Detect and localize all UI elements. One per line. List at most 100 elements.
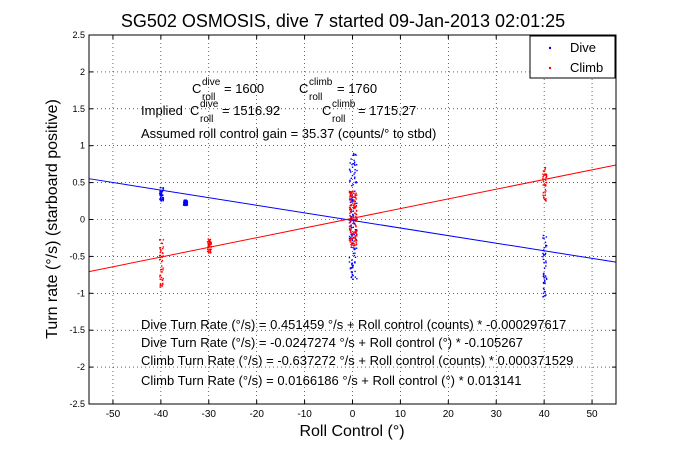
x-axis-label: Roll Control (°) (299, 423, 404, 440)
data-point (162, 247, 164, 250)
data-point (353, 218, 356, 221)
data-point (353, 202, 356, 204)
data-point (208, 240, 210, 242)
data-point (349, 162, 351, 164)
data-point (161, 198, 164, 201)
data-point (545, 294, 547, 296)
data-point (161, 197, 164, 199)
data-point (350, 204, 352, 206)
data-point (353, 254, 356, 257)
data-point (350, 232, 352, 234)
x-tick-label: 10 (395, 409, 407, 420)
data-point (545, 198, 547, 200)
data-point (355, 239, 358, 242)
data-point (355, 192, 357, 194)
data-point (349, 199, 351, 201)
data-point (354, 237, 356, 239)
data-point (209, 238, 212, 241)
data-point (349, 192, 351, 194)
data-point (349, 211, 352, 213)
data-point (354, 197, 357, 199)
data-point (545, 190, 547, 192)
data-point (352, 266, 354, 269)
data-point (353, 233, 355, 236)
data-point (208, 242, 211, 244)
y-tick-label: 1.5 (72, 104, 85, 114)
data-point (351, 192, 353, 195)
data-point (352, 222, 355, 225)
data-point (350, 276, 352, 279)
data-point (158, 255, 161, 257)
data-point (355, 247, 358, 249)
data-point (162, 199, 164, 202)
data-point (350, 209, 352, 211)
data-point (543, 184, 546, 186)
data-point (544, 279, 546, 282)
data-point (544, 295, 546, 297)
data-point (356, 202, 358, 204)
data-point (349, 169, 351, 172)
legend-box (529, 35, 616, 79)
data-point (354, 193, 356, 196)
data-point (349, 196, 351, 198)
data-point (162, 187, 164, 189)
data-point (354, 171, 356, 174)
x-tick-label: 50 (586, 409, 598, 420)
data-point (162, 277, 164, 280)
data-point (351, 201, 354, 203)
data-point (350, 226, 352, 228)
data-point (159, 239, 161, 241)
x-tick-label: -20 (249, 409, 264, 420)
data-point (206, 250, 209, 253)
data-point (542, 177, 544, 180)
data-point (354, 231, 356, 234)
y-tick-label: 2 (80, 67, 85, 77)
data-point (348, 191, 351, 194)
data-point (350, 198, 353, 201)
data-point (544, 185, 547, 187)
data-point (353, 161, 356, 163)
data-point (544, 241, 547, 244)
data-point (161, 284, 163, 287)
data-point (350, 218, 352, 220)
data-point (355, 198, 357, 200)
fit-line (88, 178, 617, 263)
data-point (184, 199, 186, 201)
data-point (349, 180, 351, 183)
data-point (184, 203, 186, 206)
data-point (160, 192, 162, 195)
data-point (348, 256, 351, 259)
data-point (206, 241, 209, 243)
implied-dive-base: C (190, 103, 199, 118)
data-point (162, 283, 164, 285)
data-point (185, 199, 187, 201)
data-point (208, 239, 210, 241)
data-point (160, 194, 163, 196)
data-point (352, 265, 354, 267)
data-point (349, 179, 351, 182)
data-point (542, 292, 545, 294)
data-point (350, 230, 352, 232)
data-point (545, 261, 547, 264)
data-point (161, 190, 164, 193)
data-point (160, 199, 163, 201)
data-point (352, 216, 355, 218)
data-point (160, 196, 162, 198)
data-point (351, 166, 354, 168)
data-point (545, 246, 547, 248)
data-point (349, 212, 351, 215)
data-point (160, 268, 163, 271)
data-point (352, 274, 354, 277)
legend-climb-marker (548, 66, 552, 70)
data-point (542, 281, 545, 284)
data-point (160, 192, 162, 194)
data-point (159, 286, 161, 288)
data-point (545, 265, 547, 267)
data-point (183, 201, 185, 203)
data-point (543, 246, 545, 249)
data-point (544, 291, 546, 293)
fit-climb-degrees: Climb Turn Rate (°/s) = 0.0166186 °/s + … (141, 373, 522, 388)
data-point (349, 239, 351, 241)
data-point (207, 245, 210, 248)
y-tick-label: 0.5 (72, 178, 85, 188)
